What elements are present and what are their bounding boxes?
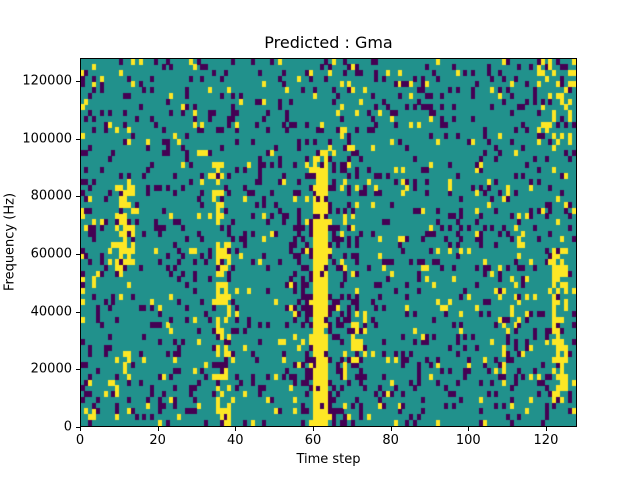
y-tick-mark xyxy=(76,196,80,198)
x-tick-mark xyxy=(80,427,81,431)
y-tick-label: 0 xyxy=(63,419,72,435)
y-tick-label: 120000 xyxy=(22,73,72,89)
heatmap-canvas xyxy=(81,59,576,426)
x-tick-mark xyxy=(235,427,237,431)
x-tick-label: 40 xyxy=(227,433,244,448)
x-tick-mark xyxy=(390,427,392,431)
chart-title: Predicted : Gma xyxy=(264,33,393,52)
y-tick-mark xyxy=(76,81,80,83)
y-axis-label: Frequency (Hz) xyxy=(2,192,18,292)
x-tick-mark xyxy=(468,427,470,431)
x-tick-label: 100 xyxy=(455,433,481,448)
x-tick-label: 0 xyxy=(75,433,85,448)
x-tick-label: 120 xyxy=(533,433,559,448)
x-tick-mark xyxy=(157,427,159,431)
y-tick-label: 20000 xyxy=(30,361,72,377)
y-tick-label: 100000 xyxy=(22,131,72,147)
plot-area xyxy=(80,58,577,427)
x-axis-label: Time step xyxy=(296,452,361,467)
y-tick-mark xyxy=(76,311,80,313)
x-tick-mark xyxy=(312,427,314,431)
x-tick-label: 20 xyxy=(149,433,166,448)
y-tick-label: 80000 xyxy=(30,188,72,204)
y-tick-label: 40000 xyxy=(30,304,72,320)
y-tick-mark xyxy=(76,369,80,371)
x-tick-label: 80 xyxy=(382,433,399,448)
y-tick-mark xyxy=(76,427,80,428)
x-tick-mark xyxy=(545,427,547,431)
y-tick-mark xyxy=(76,138,80,140)
x-tick-label: 60 xyxy=(304,433,322,448)
y-tick-label: 60000 xyxy=(30,246,72,262)
y-tick-mark xyxy=(76,254,80,256)
